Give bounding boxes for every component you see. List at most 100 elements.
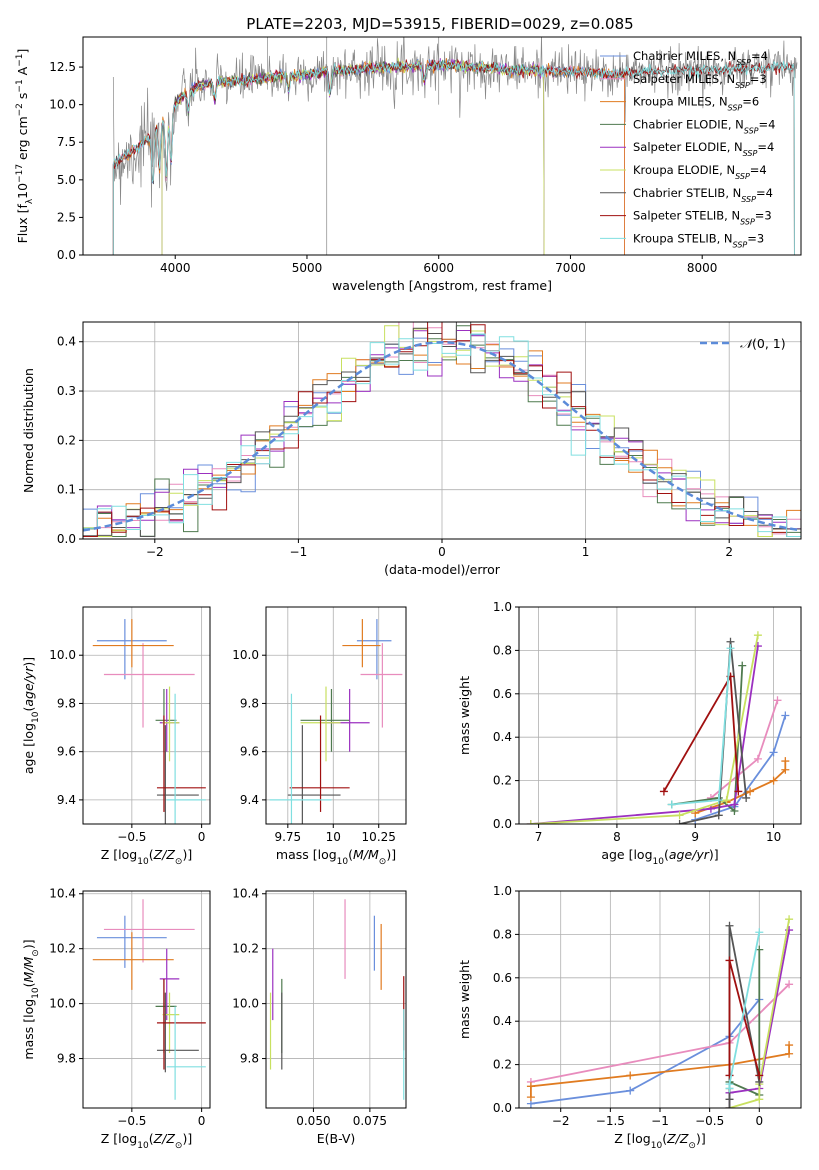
plot-area [112,37,798,255]
ssp-weight-marker [714,811,723,820]
legend-label: Chabrier STELIB, NSSP=4 [633,186,773,204]
x-tick-label: 9 [691,830,699,844]
ssp-weight-marker [526,820,535,824]
axes-frame [518,606,802,825]
age-vs-mass-xlabel: mass [log10(M/M⊙)] [276,847,396,867]
y-tick-label: 0.0 [57,248,76,262]
y-tick-label: 0.0 [493,1101,512,1115]
ssp-weight-line [695,715,787,821]
residual-histogram-step [83,330,801,539]
ssp-weight-marker [726,644,735,653]
y-tick-label: 0.2 [493,1058,512,1072]
x-tick-label: −1 [290,545,308,559]
y-tick-label: 9.6 [240,745,259,759]
ssp-weight-marker [769,776,778,785]
ssp-weight-marker [755,1095,764,1104]
ssp-weight-marker [785,1049,794,1058]
y-tick-label: 0.0 [493,817,512,831]
x-tick-label: 0 [438,545,446,559]
spectrum-panel: 4000 5000 6000 7000 8000 0.0 2.5 5.0 7.5 10.0 12.5… [15,36,802,293]
x-tick-label: 1 [582,545,590,559]
mass-vs-ebv-xlabel: E(B-V) [317,1131,356,1146]
plot-area [269,619,403,824]
ssp-weight-marker [755,928,764,937]
plot-area [269,899,405,1100]
y-tick-label: 0.8 [493,927,512,941]
ssp-weight-line [530,645,759,824]
ssp-weight-line [728,949,761,1097]
ssp-weight-marker [675,820,684,824]
mass-vs-Z-xlabel: Z [log10(Z/Z⊙)] [101,1131,192,1151]
ssp-weight-marker [781,757,790,766]
x-tick-label: −0.5 [695,1114,724,1128]
axes-frame [82,890,211,1109]
x-tick-label: 7000 [555,261,586,275]
x-tick-label: 0.075 [353,1114,387,1128]
y-tick-label: 10.0 [232,648,259,662]
ssp-weight-marker [722,796,731,805]
y-tick-label: 0.6 [493,971,512,985]
x-tick-label: 0.050 [296,1114,330,1128]
x-tick-label: 8 [613,830,621,844]
residuals-ylabel: Normed distribution [21,368,36,493]
ssp-weight-marker [781,765,790,774]
x-tick-label: 0 [198,1114,206,1128]
ssp-weight-marker [753,754,762,763]
ssp-weight-marker [785,980,794,989]
axes-frame [518,890,802,1109]
ssp-weight-marker [730,800,739,809]
x-tick-label: −0.5 [117,1114,146,1128]
age-vs-Z-panel: −0.5 0 9.4 9.6 9.8 10.0 Z [log10(Z/Z⊙)] age [lo… [21,606,211,867]
x-tick-label: 0 [198,830,206,844]
legend-label: Kroupa ELODIE, NSSP=4 [633,163,767,181]
y-tick-label: 10.4 [232,887,259,901]
x-tick-label: −2 [552,1114,570,1128]
x-tick-label: 6000 [423,261,454,275]
y-tick-label: 10.0 [49,98,76,112]
ssp-weight-marker [626,1086,635,1095]
spectrum-model-line [112,58,795,255]
gaussian-curve [83,340,801,532]
legend-label: Kroupa STELIB, NSSP=3 [633,231,764,249]
y-tick-label: 10.4 [49,887,76,901]
plot-area [83,322,801,539]
ssp-weight-line [530,998,761,1105]
y-tick-label: 10.2 [49,942,76,956]
weight-vs-age-xlabel: age [log10(age/yr)] [601,847,718,867]
residual-histogram-step [83,333,801,539]
y-tick-label: 9.4 [240,793,259,807]
y-tick-label: 0.2 [57,433,76,447]
mass-vs-ebv-panel: 0.050 0.075 9.8 10.0 10.2 10.4 E(B-V) [232,887,407,1146]
ssp-weight-marker [785,915,794,924]
ssp-weight-marker [725,1080,734,1089]
y-tick-label: 2.5 [57,210,76,224]
ssp-weight-marker [725,1095,734,1104]
spectrum-model-line [112,59,795,255]
y-tick-label: 0.3 [57,384,76,398]
ssp-weight-marker [725,1071,734,1080]
x-tick-label: 8000 [687,261,718,275]
ssp-weight-marker [626,1071,635,1080]
x-tick-label: 0 [755,1114,763,1128]
y-tick-label: 0.2 [493,774,512,788]
legend-label: 𝒩(0, 1) [740,336,786,351]
plot-area [92,899,206,1100]
spectrum-legend: Chabrier MILES, NSSP=4 Salpeter MILES, NS… [600,49,775,249]
y-tick-label: 0.4 [493,1014,512,1028]
spectrum-ylabel: Flux [fλ10−17 erg cm−2 s−1 A−1] [15,49,35,244]
y-tick-label: 0.8 [493,643,512,657]
weight-vs-Z-panel: −2 −1.5 −1 −0.5 0 0.0 0.2 0.4 0.6 0.8 1.0 Z [log10(… [457,884,802,1151]
plot-area [92,619,206,824]
y-tick-label: 10.2 [232,942,259,956]
x-tick-label: 5000 [292,261,323,275]
y-tick-label: 9.6 [57,745,76,759]
y-tick-label: 12.5 [49,60,76,74]
y-tick-label: 0.6 [493,687,512,701]
spectrum-xlabel: wavelength [Angstrom, rest frame] [332,278,552,293]
ssp-weight-marker [769,748,778,757]
legend-label: Salpeter ELODIE, NSSP=4 [633,140,774,158]
x-tick-label: 10.25 [362,830,396,844]
ssp-weight-line [729,919,790,1108]
ssp-weight-marker [738,661,747,670]
legend-label: Chabrier MILES, NSSP=4 [633,49,768,67]
